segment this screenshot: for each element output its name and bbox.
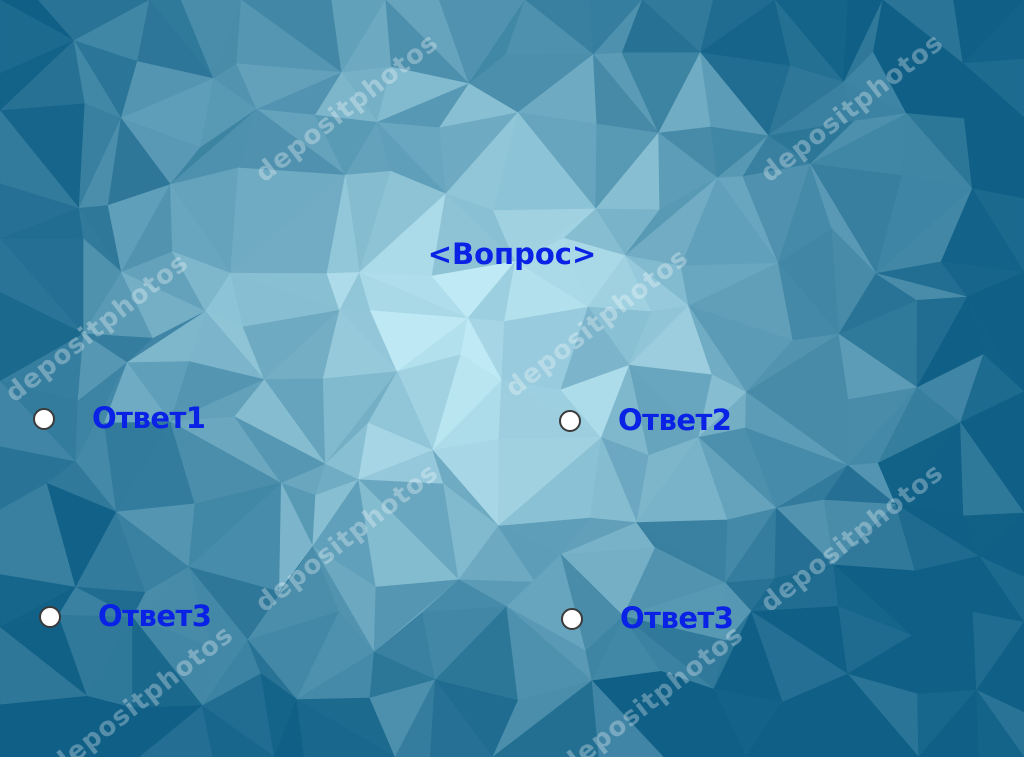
answer-label: Ответ1: [92, 404, 205, 433]
answer-option-4[interactable]: Ответ3: [561, 604, 733, 633]
answer-label: Ответ3: [620, 604, 733, 633]
answer-label: Ответ2: [618, 406, 731, 435]
radio-button[interactable]: [559, 410, 581, 432]
answer-option-1[interactable]: Ответ1: [33, 404, 205, 433]
radio-button[interactable]: [561, 608, 583, 630]
answer-option-2[interactable]: Ответ2: [559, 406, 731, 435]
question-title: <Вопрос>: [0, 237, 1024, 271]
answer-label: Ответ3: [98, 602, 211, 631]
answer-option-3[interactable]: Ответ3: [39, 602, 211, 631]
radio-button[interactable]: [33, 408, 55, 430]
radio-button[interactable]: [39, 606, 61, 628]
